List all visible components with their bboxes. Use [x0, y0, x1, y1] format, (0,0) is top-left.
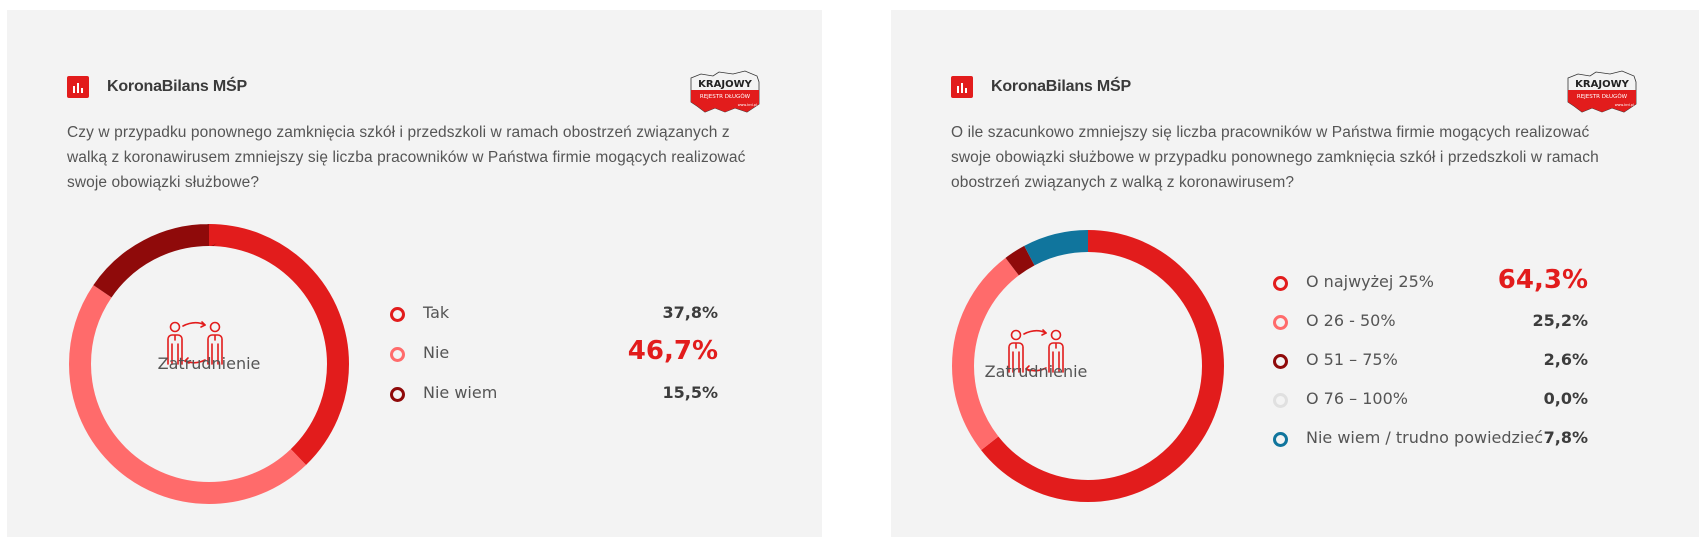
- brand-title: KoronaBilans MŚP: [107, 78, 247, 95]
- bar-chart-icon: [951, 76, 973, 98]
- donut-chart: [69, 224, 349, 504]
- center-label: Zatrudnienie: [157, 354, 261, 373]
- survey-question: Czy w przypadku ponownego zamknięcia szk…: [67, 124, 746, 191]
- legend-label: O najwyżej 25%: [1306, 272, 1434, 291]
- legend-dot-icon: [1273, 393, 1288, 408]
- legend-label: Nie wiem / trudno powiedzieć: [1306, 428, 1543, 447]
- legend-value: 37,8%: [662, 303, 718, 322]
- chart-card-reduction-size: KoronaBilans MŚP KRAJOWY REJESTR DŁUGÓW …: [891, 10, 1699, 537]
- brand-title: KoronaBilans MŚP: [991, 78, 1131, 95]
- legend-item: [1273, 432, 1288, 447]
- svg-text:REJESTR DŁUGÓW: REJESTR DŁUGÓW: [1577, 93, 1628, 100]
- legend-dot-icon: [1273, 315, 1288, 330]
- legend-value: 0,0%: [1543, 389, 1588, 408]
- employee-exchange-icon: [167, 321, 223, 365]
- legend-item: [390, 387, 405, 402]
- survey-question: O ile szacunkowo zmniejszy się liczba pr…: [951, 124, 1599, 191]
- legend-value: 7,8%: [1543, 428, 1588, 447]
- svg-text:www.krd.pl: www.krd.pl: [1615, 103, 1634, 107]
- legend-item: [1273, 315, 1288, 330]
- svg-text:KRAJOWY: KRAJOWY: [1575, 79, 1629, 90]
- svg-text:REJESTR DŁUGÓW: REJESTR DŁUGÓW: [700, 93, 751, 100]
- donut-chart: [952, 230, 1224, 502]
- legend-value: 15,5%: [662, 383, 718, 402]
- legend-item: [390, 347, 405, 362]
- chart-card-employee-reduction: KoronaBilans MŚP KRAJOWY REJESTR DŁUGÓW …: [7, 10, 822, 537]
- svg-text:KRAJOWY: KRAJOWY: [698, 79, 752, 90]
- legend-label: Nie wiem: [423, 383, 498, 402]
- brand-header: KoronaBilans MŚP: [951, 76, 1131, 98]
- donut-segment: [952, 230, 1224, 502]
- legend-value: 64,3%: [1497, 265, 1588, 295]
- bar-chart-icon: [67, 76, 89, 98]
- legend-value: 2,6%: [1543, 350, 1588, 369]
- legend-label: O 51 – 75%: [1306, 350, 1398, 369]
- donut-segment: [69, 224, 349, 504]
- legend-label: O 26 - 50%: [1306, 311, 1396, 330]
- center-label: Zatrudnienie: [984, 362, 1088, 381]
- legend-label: Tak: [423, 303, 450, 322]
- legend-dot-icon: [1273, 276, 1288, 291]
- legend-label: Nie: [423, 343, 450, 362]
- brand-header: KoronaBilans MŚP: [67, 76, 247, 98]
- krd-logo: KRAJOWY REJESTR DŁUGÓW www.krd.pl: [690, 70, 760, 113]
- legend-dot-icon: [390, 307, 405, 322]
- legend-value: 46,7%: [627, 336, 718, 366]
- svg-text:www.krd.pl: www.krd.pl: [738, 103, 757, 107]
- legend-item: [1273, 393, 1288, 408]
- legend-dot-icon: [390, 387, 405, 402]
- legend-dot-icon: [1273, 354, 1288, 369]
- legend-item: [390, 307, 405, 322]
- donut-segment: [69, 224, 349, 504]
- legend-item: [1273, 354, 1288, 369]
- employee-exchange-icon: [1008, 329, 1064, 373]
- legend-label: O 76 – 100%: [1306, 389, 1408, 408]
- legend-item: [1273, 276, 1288, 291]
- donut-segment: [952, 230, 1224, 502]
- legend-value: 25,2%: [1532, 311, 1588, 330]
- legend-dot-icon: [390, 347, 405, 362]
- legend-dot-icon: [1273, 432, 1288, 447]
- krd-logo: KRAJOWY REJESTR DŁUGÓW www.krd.pl: [1567, 70, 1637, 113]
